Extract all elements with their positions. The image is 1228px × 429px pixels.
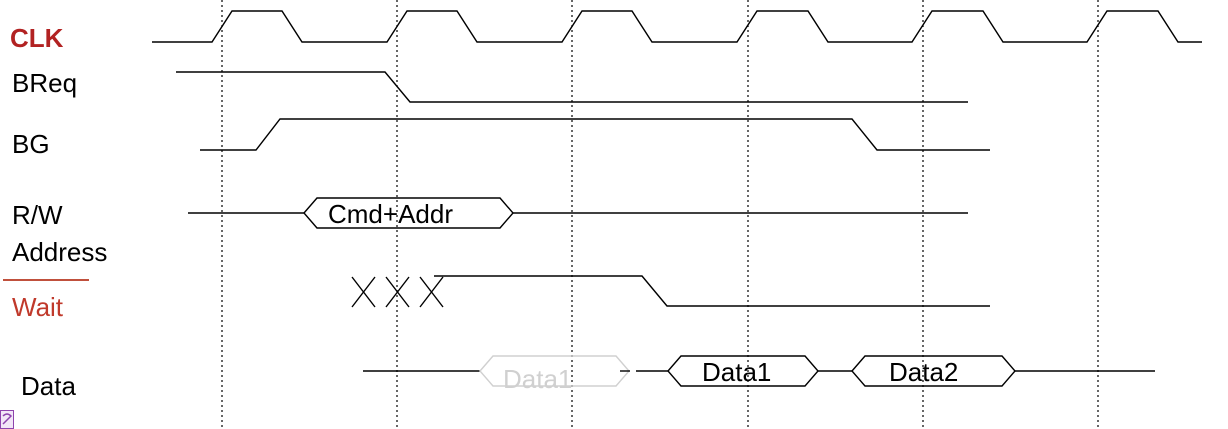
breq-waveform xyxy=(176,71,968,103)
wait-waveform xyxy=(351,275,990,308)
bg-waveform xyxy=(200,118,990,151)
cmd-addr-text: Cmd+Addr xyxy=(328,199,453,229)
rw-label: R/W xyxy=(12,200,63,230)
bg-label: BG xyxy=(12,129,50,159)
data1-ghost-text: Data1 xyxy=(503,364,572,394)
data2-text: Data2 xyxy=(889,357,958,387)
wait-dont-care-marks xyxy=(351,276,444,308)
wait-level xyxy=(434,275,990,307)
data-bus: Data1 Data1 Data2 xyxy=(363,355,1155,394)
corner-logo-icon xyxy=(0,410,14,429)
address-label: Address xyxy=(12,237,108,267)
clk-label: CLK xyxy=(10,23,64,53)
data1-text: Data1 xyxy=(702,357,771,387)
breq-label: BReq xyxy=(12,68,78,98)
data-label: Data xyxy=(21,371,76,401)
wait-label: Wait xyxy=(12,292,64,322)
rw-address-bus: Cmd+Addr xyxy=(188,197,968,229)
clk-waveform xyxy=(152,10,1202,43)
wait-divider xyxy=(3,279,89,281)
